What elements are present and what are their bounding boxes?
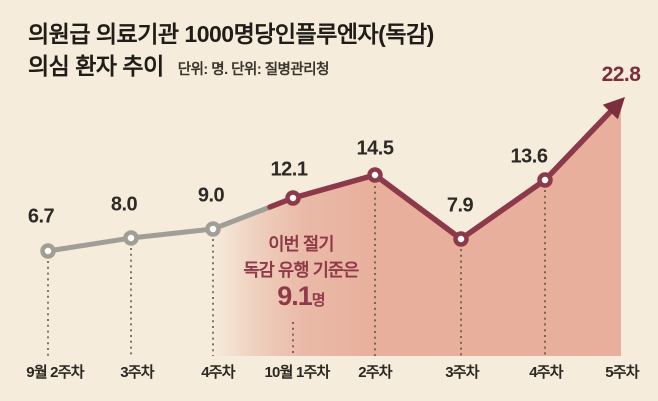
value-label-6: 7.9 bbox=[446, 194, 474, 217]
value-label-3: 9.0 bbox=[197, 184, 225, 207]
value-label-1: 6.7 bbox=[27, 205, 55, 228]
x-axis-label-1: 9월 2주차 bbox=[26, 364, 84, 381]
value-label-4: 12.1 bbox=[270, 158, 308, 181]
arrowhead-icon bbox=[602, 97, 625, 120]
chart-title-line2: 의심 환자 추이 bbox=[28, 53, 164, 79]
x-axis-label-2: 3주차 bbox=[120, 364, 154, 381]
chart-title-line1: 의원급 의료기관 1000명당인플루엔자(독감) bbox=[28, 21, 434, 47]
past-trend-line bbox=[45, 201, 281, 254]
x-axis-label-7: 4주차 bbox=[529, 364, 563, 381]
x-axis-label-3: 4주차 bbox=[201, 364, 235, 381]
past-data-markers bbox=[40, 221, 221, 259]
threshold-annotation: 이번 절기 독감 유행 기준은 9.1명 bbox=[243, 231, 359, 314]
x-axis-label-4: 10월 1주차 bbox=[264, 364, 331, 381]
x-axis-label-6: 3주차 bbox=[445, 364, 479, 381]
threshold-value: 9.1 bbox=[277, 281, 313, 311]
value-label-2: 8.0 bbox=[110, 193, 138, 216]
value-label-8-peak: 22.8 bbox=[601, 63, 641, 86]
unit-source-note: 단위: 명. 단위: 질병관리청 bbox=[177, 62, 330, 78]
threshold-annotation-line2: 독감 유행 기준은 bbox=[243, 260, 359, 280]
highlight-data-markers bbox=[285, 167, 553, 247]
highlight-area-fill bbox=[213, 101, 621, 356]
threshold-annotation-line3: 9.1명 bbox=[243, 283, 358, 314]
guide-dashed-lines bbox=[47, 186, 546, 356]
x-axis-label-8: 5주차 bbox=[605, 364, 639, 381]
value-label-7: 13.6 bbox=[510, 145, 548, 168]
value-label-5: 14.5 bbox=[356, 137, 394, 160]
x-axis-label-5: 2주차 bbox=[358, 364, 392, 381]
threshold-unit: 명 bbox=[311, 292, 326, 309]
threshold-annotation-line1: 이번 절기 bbox=[268, 234, 334, 254]
chart-header: 의원급 의료기관 1000명당인플루엔자(독감) 의심 환자 추이 단위: 명.… bbox=[28, 18, 434, 82]
